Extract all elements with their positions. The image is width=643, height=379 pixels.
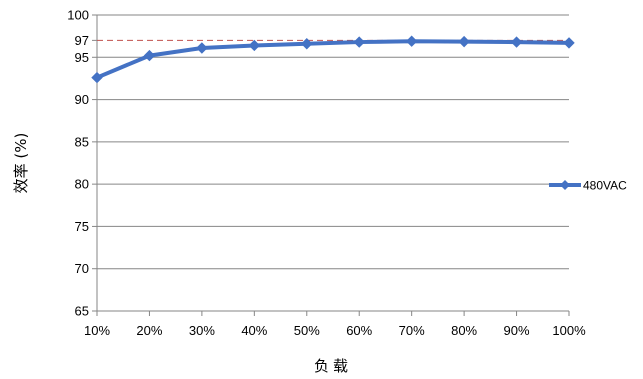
y-tick-label-85: 85 <box>75 134 89 149</box>
x-axis-title: 负载 <box>314 357 352 375</box>
legend: 480VAC <box>549 179 627 193</box>
label-layer: 65 70 75 80 85 90 95 97 100 10% 20% 30% 40% 50% 60% 70%… <box>12 8 586 376</box>
y-tick-label-80: 80 <box>75 177 89 192</box>
y-tick-label-75: 75 <box>75 219 89 234</box>
y-tick-label-90: 90 <box>75 92 89 107</box>
data-point-100pct <box>563 37 575 49</box>
axis-layer <box>92 14 570 316</box>
x-tick-label-1: 10% <box>84 323 110 338</box>
legend-label: 480VAC <box>583 179 627 193</box>
data-point-20pct <box>143 49 156 62</box>
x-tick-label-4: 40% <box>241 323 267 338</box>
x-tick-label-3: 30% <box>189 323 215 338</box>
y-tick-label-70: 70 <box>75 261 89 276</box>
x-tick-label-10: 100% <box>552 323 586 338</box>
data-point-90pct <box>510 36 523 48</box>
data-point-50pct <box>301 38 313 50</box>
y-axis-title: 效率 (%) <box>12 133 30 194</box>
y-tick-label-95: 95 <box>75 50 89 65</box>
x-tick-label-5: 50% <box>294 323 320 338</box>
data-point-60pct <box>353 36 365 48</box>
y-tick-label-97: 97 <box>75 33 89 48</box>
x-tick-label-6: 60% <box>346 323 372 338</box>
x-tick-label-2: 20% <box>136 323 162 338</box>
data-point-30pct <box>196 42 208 54</box>
x-tick-label-7: 70% <box>399 323 425 338</box>
y-tick-label-65: 65 <box>75 304 89 319</box>
data-point-80pct <box>458 35 470 48</box>
series-layer <box>91 35 575 84</box>
x-tick-label-8: 80% <box>451 323 477 338</box>
x-tick-label-9: 90% <box>504 323 530 338</box>
data-point-70pct <box>405 35 418 47</box>
legend-swatch-marker <box>560 180 570 190</box>
y-tick-label-100: 100 <box>67 8 89 23</box>
series-line-0 <box>95 39 571 80</box>
data-point-10pct <box>91 71 103 84</box>
data-point-40pct <box>248 39 261 52</box>
grid-layer <box>97 14 569 312</box>
